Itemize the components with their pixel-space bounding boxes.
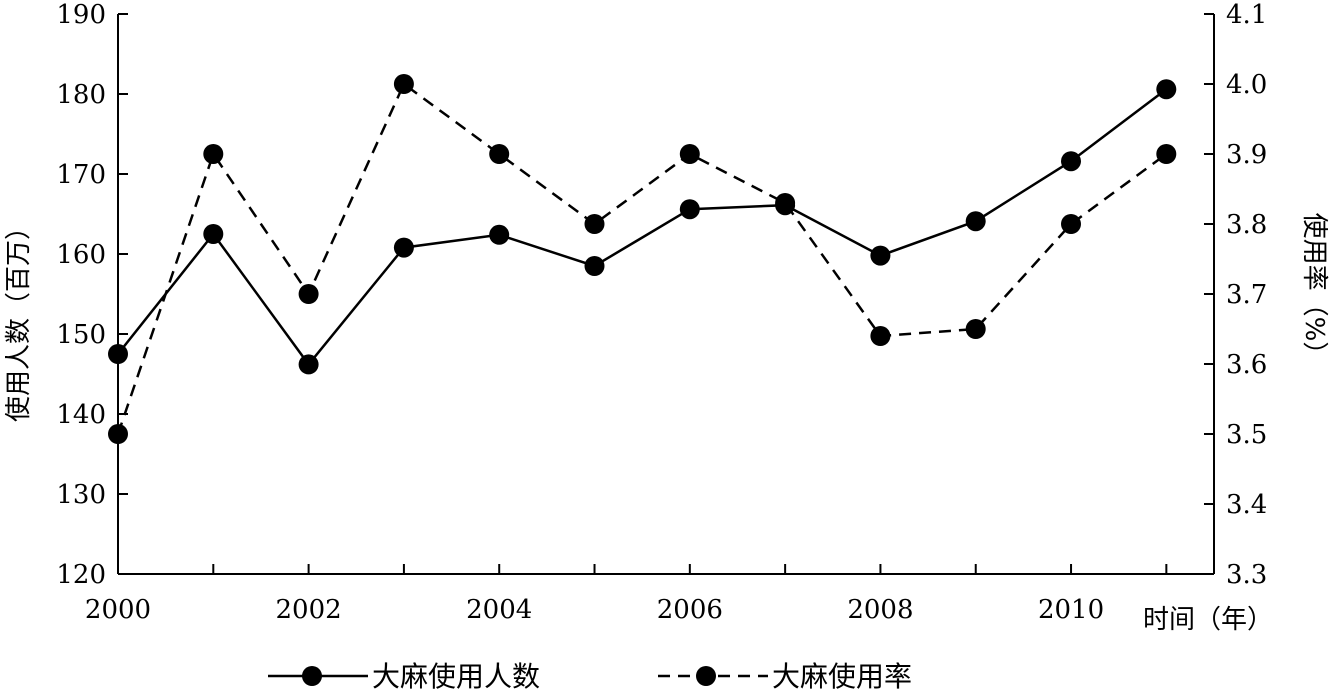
rate-point (1061, 214, 1081, 234)
series-line-rate (116, 82, 1168, 435)
y-right-tick-label: 3.8 (1226, 210, 1267, 240)
legend-item-rate: 大麻使用率 (658, 660, 912, 690)
rate-point (775, 193, 796, 213)
people-point (1061, 151, 1081, 172)
y-right-tick-label: 3.7 (1226, 280, 1267, 310)
legend-marker (696, 666, 716, 686)
legend-item-people: 大麻使用人数 (268, 660, 540, 690)
legend-marker (302, 666, 322, 686)
x-tick-label: 2006 (657, 595, 723, 625)
rate-point (584, 214, 605, 234)
series-line-people (117, 88, 1168, 367)
people-point (584, 256, 605, 276)
axes (117, 14, 1215, 575)
rate-point (108, 424, 128, 444)
y-left-tick-label: 160 (56, 240, 106, 270)
rate-point (298, 284, 319, 304)
x-tick-label: 2008 (847, 595, 913, 625)
rate-point (489, 144, 510, 164)
people-point (679, 199, 700, 220)
legend-label: 大麻使用人数 (372, 660, 540, 690)
x-axis-title: 时间（年） (1143, 605, 1273, 635)
rate-point (965, 319, 986, 339)
x-tick-label: 2004 (466, 595, 532, 625)
y-right-tick-label: 3.5 (1226, 420, 1267, 450)
x-tick-label: 2010 (1038, 595, 1104, 625)
people-point (298, 354, 319, 375)
rate-point (203, 144, 224, 164)
y-left-tick-label: 180 (56, 80, 106, 110)
rate-point (870, 326, 891, 346)
series (108, 74, 1177, 444)
legend-label: 大麻使用率 (772, 660, 912, 690)
y-right-tick-label: 4.1 (1226, 0, 1267, 30)
y-right-tick-label: 3.6 (1226, 350, 1267, 380)
people-point (1156, 79, 1177, 100)
rate-point (393, 74, 414, 94)
y-left-tick-label: 140 (56, 400, 106, 430)
rate-point (679, 144, 700, 164)
y-right-tick-label: 4.0 (1226, 70, 1267, 100)
y-left-tick-label: 190 (56, 0, 106, 30)
y-left-tick-label: 170 (56, 160, 106, 190)
people-point (965, 211, 986, 232)
people-point (108, 344, 128, 364)
y-right-tick-label: 3.4 (1226, 490, 1267, 520)
y-right-tick-label: 3.9 (1226, 140, 1267, 170)
y-left-tick-label: 130 (56, 480, 106, 510)
y-right-tick-label: 3.3 (1226, 560, 1267, 590)
people-point (489, 224, 510, 245)
ticks: 190 180 170 160 150 140 130 120 4.1 4.0 3.9 3.8 3.7 3… (56, 0, 1267, 625)
people-point (393, 237, 414, 258)
x-tick-label: 2000 (85, 595, 151, 625)
rate-point (1156, 144, 1177, 164)
y-left-tick-label: 120 (56, 560, 106, 590)
y-axis-left-title: 使用人数（百万） (4, 214, 34, 422)
x-tick-label: 2002 (276, 595, 342, 625)
y-left-tick-label: 150 (56, 320, 106, 350)
people-point (870, 245, 891, 266)
y-axis-right-title: 使用率（%） (1299, 213, 1329, 368)
legend: 大麻使用人数 大麻使用率 (268, 660, 912, 690)
people-point (203, 224, 224, 244)
